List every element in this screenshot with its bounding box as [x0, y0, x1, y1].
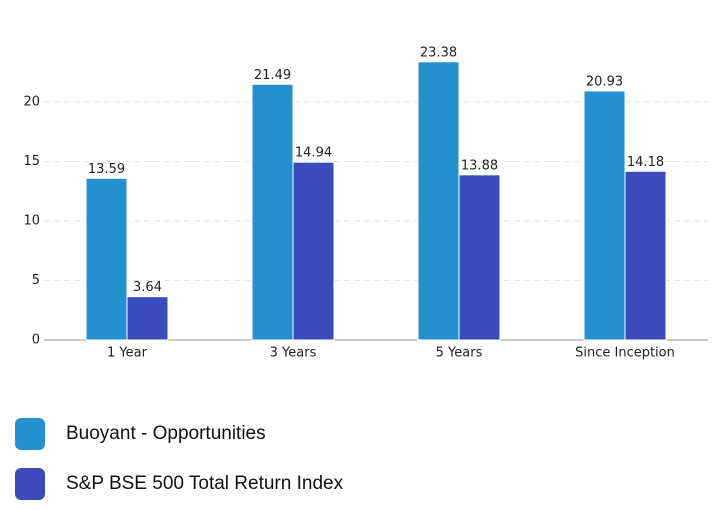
data-label: 3.64 — [133, 280, 162, 295]
y-tick-label: 5 — [32, 273, 40, 288]
x-tick-label: 5 Years — [436, 346, 483, 361]
legend-label: Buoyant - Opportunities — [66, 423, 266, 444]
data-label: 13.88 — [461, 158, 498, 173]
data-label: 13.59 — [88, 162, 125, 177]
data-label: 20.93 — [586, 74, 623, 89]
data-label: 23.38 — [420, 45, 457, 60]
bar — [85, 177, 128, 341]
bar — [251, 83, 294, 341]
x-tick-label: 1 Year — [107, 346, 148, 361]
x-tick-label: Since Inception — [575, 346, 675, 361]
y-tick-label: 10 — [23, 214, 40, 229]
legend-swatch — [15, 418, 45, 450]
data-label: 21.49 — [254, 68, 291, 83]
bar — [624, 170, 667, 341]
bar — [583, 90, 626, 341]
bar — [126, 296, 169, 341]
data-label: 14.94 — [295, 146, 332, 161]
bar — [458, 174, 501, 341]
y-tick-label: 15 — [23, 154, 40, 169]
bar — [292, 161, 335, 341]
data-label: 14.18 — [627, 155, 664, 170]
bar — [417, 61, 460, 341]
legend-swatch — [15, 468, 45, 500]
y-tick-label: 0 — [32, 333, 40, 348]
x-tick-label: 3 Years — [270, 346, 317, 361]
legend-label: S&P BSE 500 Total Return Index — [66, 473, 344, 494]
y-tick-label: 20 — [23, 95, 40, 110]
